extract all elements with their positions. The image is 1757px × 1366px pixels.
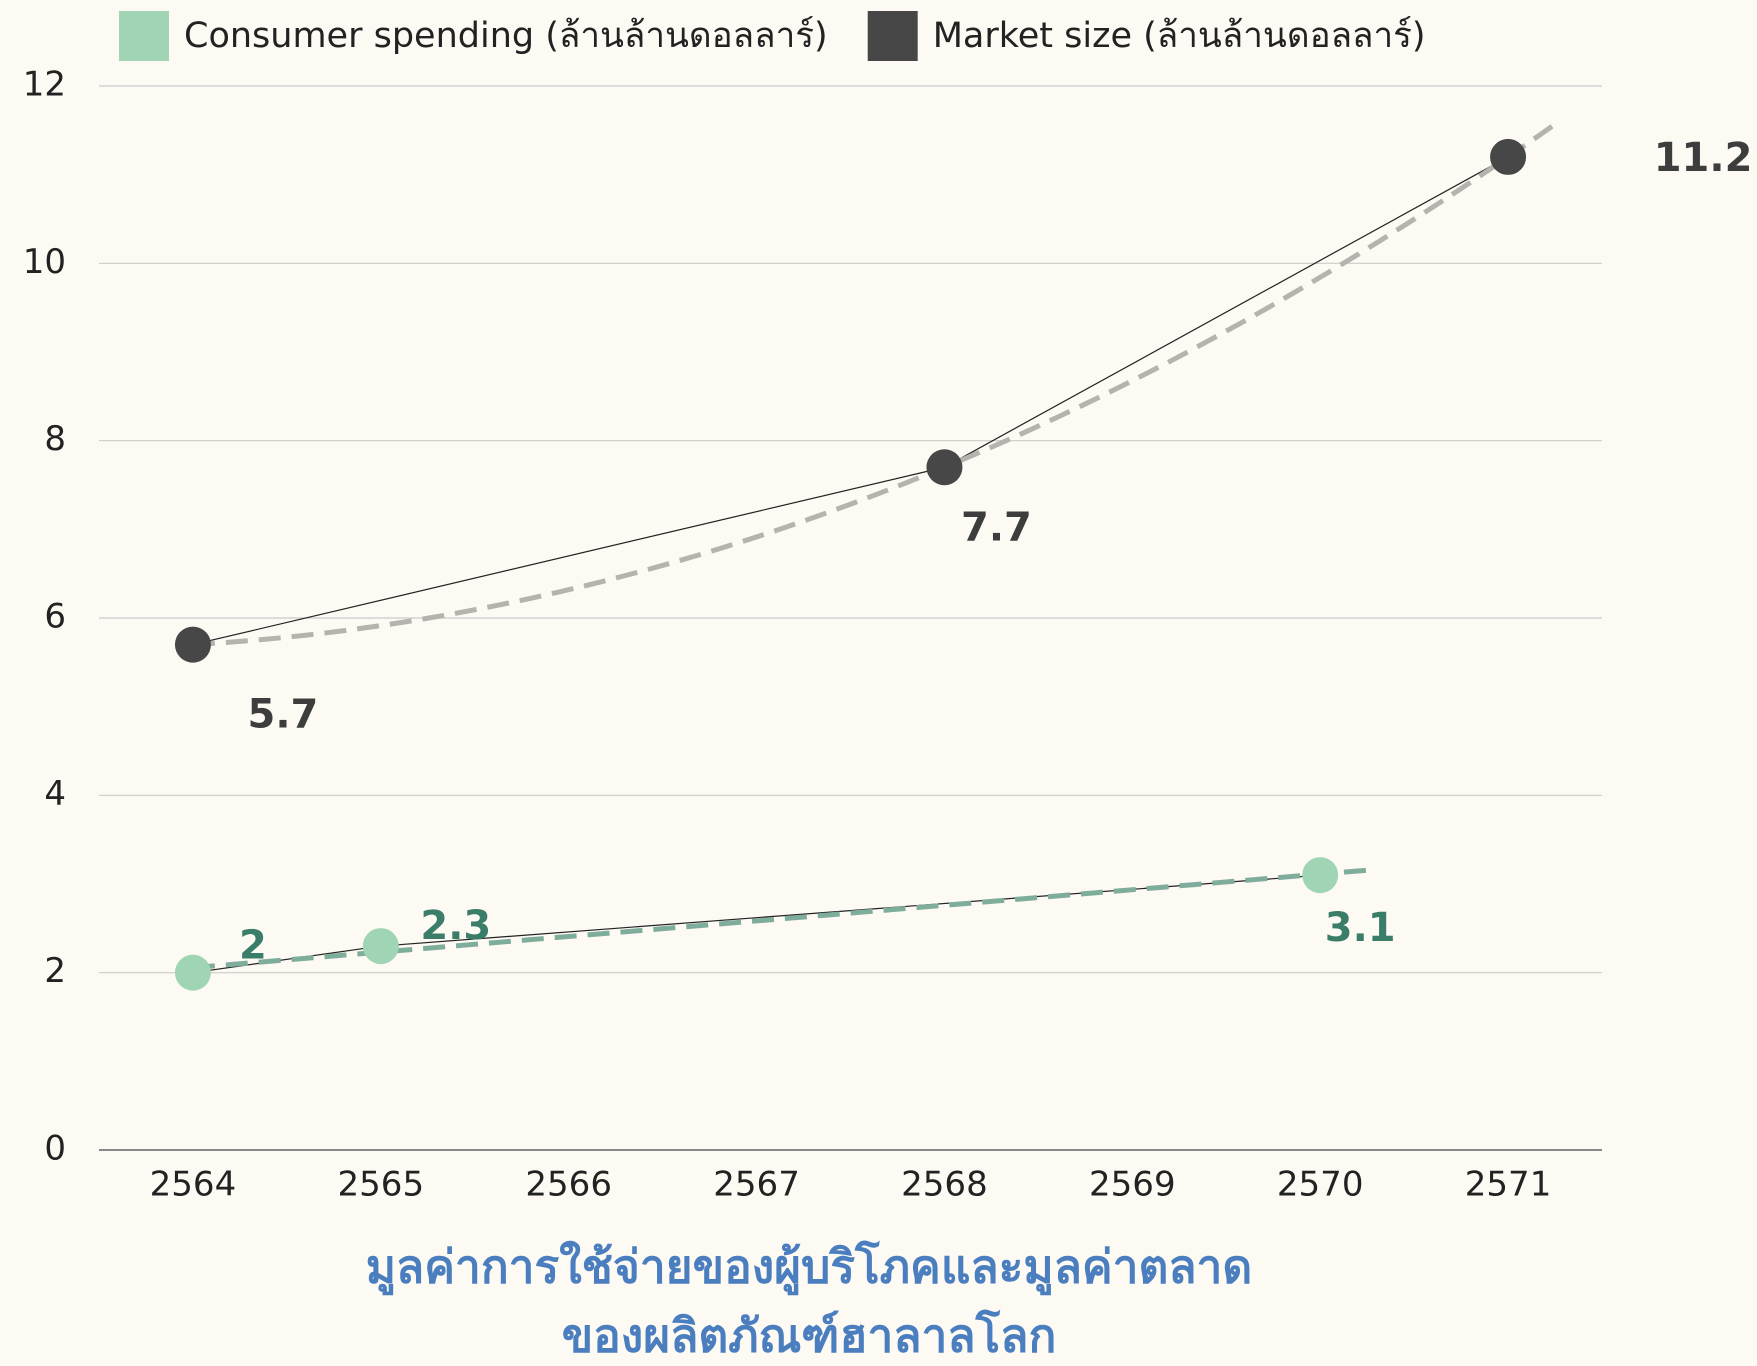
legend-label: Consumer spending (ล้านล้านดอลลาร์) bbox=[184, 16, 828, 56]
chart-title: มูลค่าการใช้จ่ายของผู้บริโภคและมูลค่าตลา… bbox=[366, 1240, 1253, 1296]
y-tick-label: 10 bbox=[23, 242, 66, 282]
data-point bbox=[174, 954, 211, 991]
x-tick-label: 2567 bbox=[713, 1165, 800, 1205]
x-tick-label: 2565 bbox=[338, 1165, 425, 1205]
data-label: 2.3 bbox=[420, 903, 491, 949]
x-tick-label: 2571 bbox=[1465, 1165, 1552, 1205]
data-point bbox=[174, 626, 211, 663]
data-label: 11.2 bbox=[1654, 135, 1753, 181]
x-tick-label: 2569 bbox=[1089, 1165, 1176, 1205]
data-label: 2 bbox=[239, 923, 267, 969]
data-point bbox=[926, 449, 963, 486]
trendline bbox=[192, 118, 1563, 648]
data-label: 7.7 bbox=[961, 504, 1032, 550]
y-tick-label: 0 bbox=[44, 1129, 66, 1169]
series-line bbox=[192, 156, 1509, 646]
legend-swatch bbox=[867, 11, 918, 61]
data-point bbox=[1302, 857, 1339, 894]
chart-title: ของผลิตภัณฑ์ฮาลาลโลก bbox=[562, 1309, 1057, 1363]
legend-swatch bbox=[119, 11, 169, 61]
y-tick-label: 2 bbox=[44, 951, 66, 991]
data-label: 5.7 bbox=[248, 692, 319, 738]
y-tick-label: 4 bbox=[44, 774, 66, 814]
y-tick-label: 6 bbox=[44, 597, 66, 637]
data-point bbox=[1490, 138, 1527, 175]
y-tick-label: 12 bbox=[23, 65, 66, 105]
data-label: 3.1 bbox=[1325, 905, 1396, 951]
y-tick-label: 8 bbox=[44, 419, 66, 459]
legend-label: Market size (ล้านล้านดอลลาร์) bbox=[933, 16, 1426, 56]
x-tick-label: 2564 bbox=[150, 1165, 237, 1205]
x-tick-label: 2566 bbox=[525, 1165, 612, 1205]
x-tick-label: 2570 bbox=[1277, 1165, 1364, 1205]
x-tick-label: 2568 bbox=[901, 1165, 988, 1205]
data-point bbox=[362, 928, 399, 965]
